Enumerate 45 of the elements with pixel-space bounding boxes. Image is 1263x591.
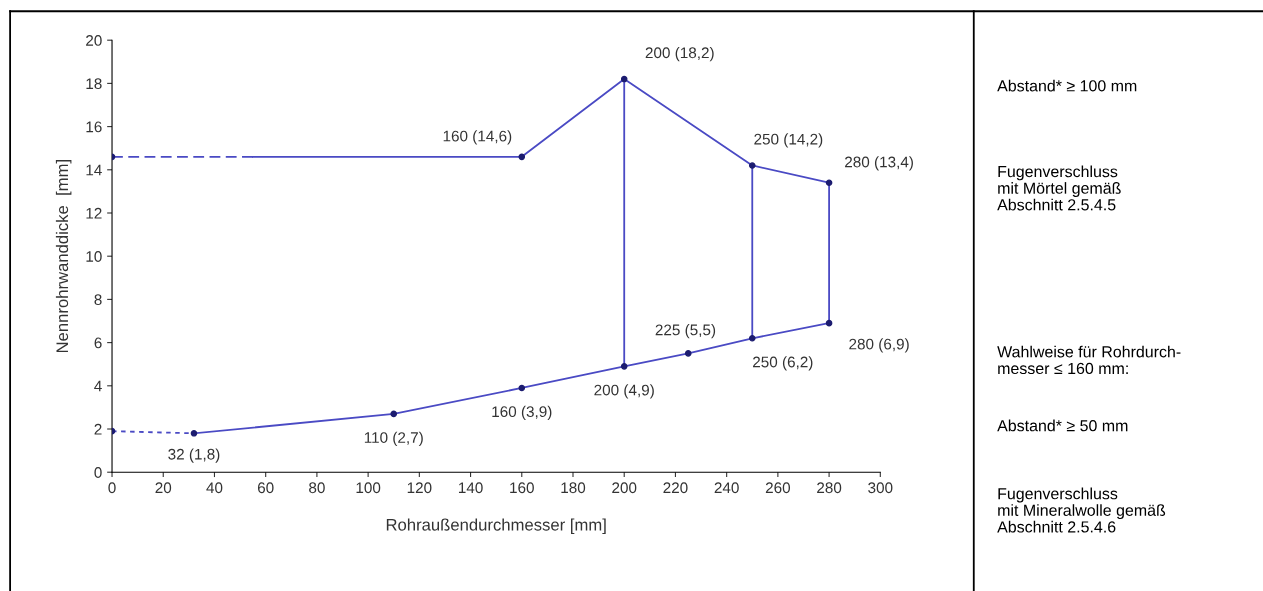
annotation: 160 (14,6): [443, 130, 512, 145]
x-axis-title: Rohraußendurchmesser [mm]: [386, 518, 606, 534]
y-tick-label: 0: [94, 467, 102, 478]
x-tick-label: 180: [561, 482, 586, 494]
x-tick-label: 0: [108, 482, 116, 494]
text: Fugenverschluss mit Mörtel gemäß Abschnitt 2.5.4.5: [997, 165, 1121, 211]
x-tick-label: 40: [206, 482, 223, 494]
x-tick-label: 220: [663, 482, 688, 494]
x-tick-label: 100: [356, 482, 381, 494]
annotation: 250 (6,2): [753, 356, 813, 371]
y-tick-label: 12: [86, 207, 102, 219]
x-tick-label: 20: [155, 482, 172, 494]
x-tick-label: 140: [458, 482, 483, 494]
annotation: 280 (13,4): [845, 156, 913, 171]
text: Wahlweise für Rohrdurch- messer ≤ 160 mm:: [997, 345, 1181, 375]
x-tick-label: 200: [612, 482, 637, 494]
x-tick-label: 280: [817, 482, 842, 494]
annotation: 200 (18,2): [645, 46, 714, 62]
y-tick-label: 10: [86, 251, 102, 262]
y-tick-label: 18: [86, 78, 102, 90]
y-tick-label: 8: [94, 294, 102, 306]
x-tick-label: 60: [257, 482, 274, 494]
y-axis-title: Nennrohrwanddicke [mm]: [55, 160, 72, 353]
x-tick-label: 80: [309, 482, 325, 494]
x-tick-label: 160: [510, 482, 534, 494]
text: Abstand* ≥ 50 mm: [997, 419, 1128, 432]
annotation: 280 (6,9): [849, 338, 909, 353]
annotation: 110 (2,7): [364, 431, 423, 446]
x-tick-label: 240: [714, 482, 739, 494]
y-tick-label: 20: [86, 35, 102, 46]
annotation: 225 (5,5): [655, 324, 716, 339]
y-tick-label: 4: [94, 380, 102, 392]
y-tick-label: 2: [94, 423, 102, 435]
text: Fugenverschluss mit Mineralwolle gemäß Abschnitt 2.5.4.6: [997, 487, 1166, 533]
y-tick-label: 14: [86, 164, 102, 176]
y-tick-label: 16: [86, 121, 102, 133]
x-tick-label: 300: [868, 482, 893, 494]
y-tick-label: 6: [94, 337, 102, 349]
annotation: 32 (1,8): [168, 448, 220, 463]
annotation: 160 (3,9): [492, 405, 552, 421]
annotation: 200 (4,9): [594, 384, 654, 399]
x-tick-label: 120: [407, 482, 432, 494]
text: Abstand* ≥ 100 mm: [997, 79, 1137, 92]
annotation: 250 (14,2): [754, 133, 823, 148]
x-tick-label: 260: [765, 482, 791, 494]
